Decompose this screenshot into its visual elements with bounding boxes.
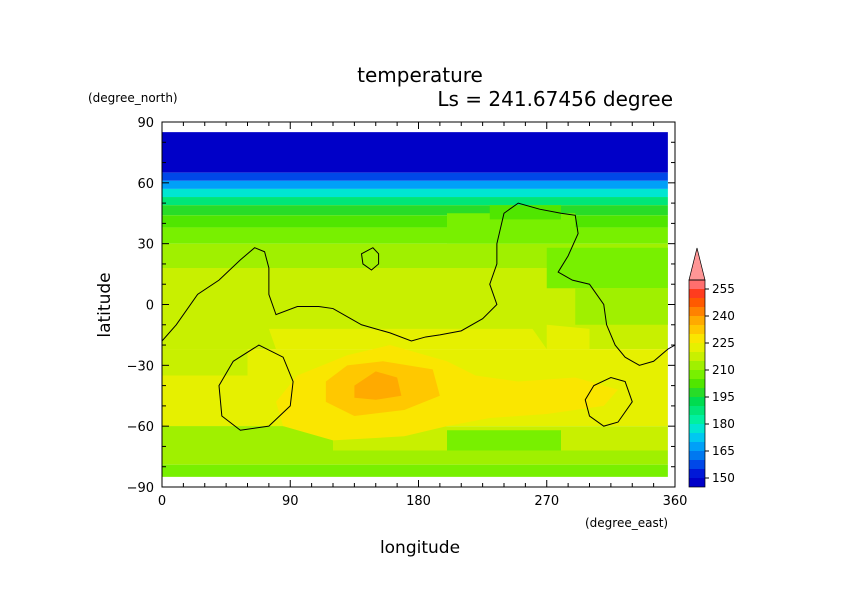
colorbar-swatch <box>689 343 705 352</box>
colorbar-swatch <box>689 379 705 388</box>
x-axis: 0 90 180 270 360 <box>158 122 688 509</box>
colorbar-swatch <box>689 415 705 424</box>
colorbar-swatch <box>689 388 705 397</box>
chart-title: temperature <box>357 63 483 87</box>
y-tick-label: −60 <box>127 420 154 435</box>
temperature-band <box>162 197 668 206</box>
temperature-band <box>162 188 668 198</box>
temperature-region <box>546 324 590 350</box>
colorbar-swatch <box>689 307 705 316</box>
x-tick-label: 0 <box>158 494 166 509</box>
y-tick-label: 90 <box>137 116 154 131</box>
y-axis: 90 60 30 0 −30 −60 −90 <box>127 116 675 496</box>
temperature-region <box>268 328 547 350</box>
colorbar-swatch <box>689 298 705 307</box>
y-tick-label: 60 <box>137 177 154 192</box>
contour-line <box>162 202 675 366</box>
colorbar-swatch <box>689 478 705 487</box>
colorbar-label: 255 <box>712 282 735 296</box>
colorbar: 150 165 180 195 210 225 240 255 <box>688 247 735 488</box>
chart-subtitle: Ls = 241.67456 degree <box>437 87 673 111</box>
temperature-band <box>162 227 668 244</box>
temperature-field <box>162 132 668 477</box>
colorbar-swatch <box>689 397 705 406</box>
x-tick-label: 360 <box>663 494 688 509</box>
colorbar-frame <box>688 279 706 488</box>
colorbar-swatch <box>689 361 705 370</box>
colorbar-label: 225 <box>712 336 735 350</box>
colorbar-extend-arrow <box>688 247 706 281</box>
x-tick-label: 180 <box>406 494 431 509</box>
y-tick-label: −30 <box>127 359 154 374</box>
colorbar-swatch <box>689 442 705 451</box>
colorbar-swatch <box>689 334 705 343</box>
y-tick-label: 0 <box>146 299 154 314</box>
temperature-region <box>489 205 561 220</box>
temperature-band <box>162 180 668 189</box>
colorbar-swatch <box>689 316 705 325</box>
temperature-band <box>162 132 668 173</box>
temperature-band <box>162 205 668 216</box>
temperature-region <box>354 371 402 400</box>
temperature-region <box>162 349 248 376</box>
colorbar-swatch <box>689 406 705 415</box>
y-tick-label: −90 <box>127 481 154 496</box>
temperature-band <box>162 172 668 181</box>
colorbar-label: 165 <box>712 444 735 458</box>
x-axis-label: longitude <box>380 538 460 558</box>
temperature-region <box>546 247 668 289</box>
colorbar-label: 150 <box>712 471 735 485</box>
colorbar-label: 195 <box>712 390 735 404</box>
temperature-region <box>162 426 333 451</box>
colorbar-swatch <box>689 280 705 289</box>
contour-line <box>218 344 294 431</box>
colorbar-label: 210 <box>712 363 735 377</box>
y-units-label: (degree_north) <box>88 91 178 105</box>
temperature-region <box>447 213 576 244</box>
colorbar-swatch <box>689 451 705 460</box>
colorbar-label: 240 <box>712 309 735 323</box>
temperature-region <box>575 288 668 325</box>
colorbar-swatch <box>689 352 705 361</box>
contour-line <box>360 247 380 271</box>
colorbar-swatch <box>689 460 705 469</box>
temperature-band <box>162 464 668 477</box>
colorbar-swatch <box>689 469 705 478</box>
temperature-band <box>162 215 668 228</box>
colorbar-swatch <box>689 325 705 334</box>
x-tick-label: 90 <box>282 494 299 509</box>
temperature-region <box>447 430 561 451</box>
colorbar-swatch <box>689 289 705 298</box>
y-axis-label: latitude <box>95 272 115 337</box>
colorbar-swatch <box>689 370 705 379</box>
contour-line <box>584 376 633 427</box>
y-tick-label: 30 <box>137 238 154 253</box>
contour-lines <box>162 202 675 431</box>
colorbar-swatch <box>689 433 705 442</box>
x-units-label: (degree_east) <box>585 516 668 530</box>
temperature-band <box>162 450 668 465</box>
colorbar-swatch <box>689 424 705 433</box>
colorbar-label: 180 <box>712 417 735 431</box>
x-tick-label: 270 <box>534 494 559 509</box>
